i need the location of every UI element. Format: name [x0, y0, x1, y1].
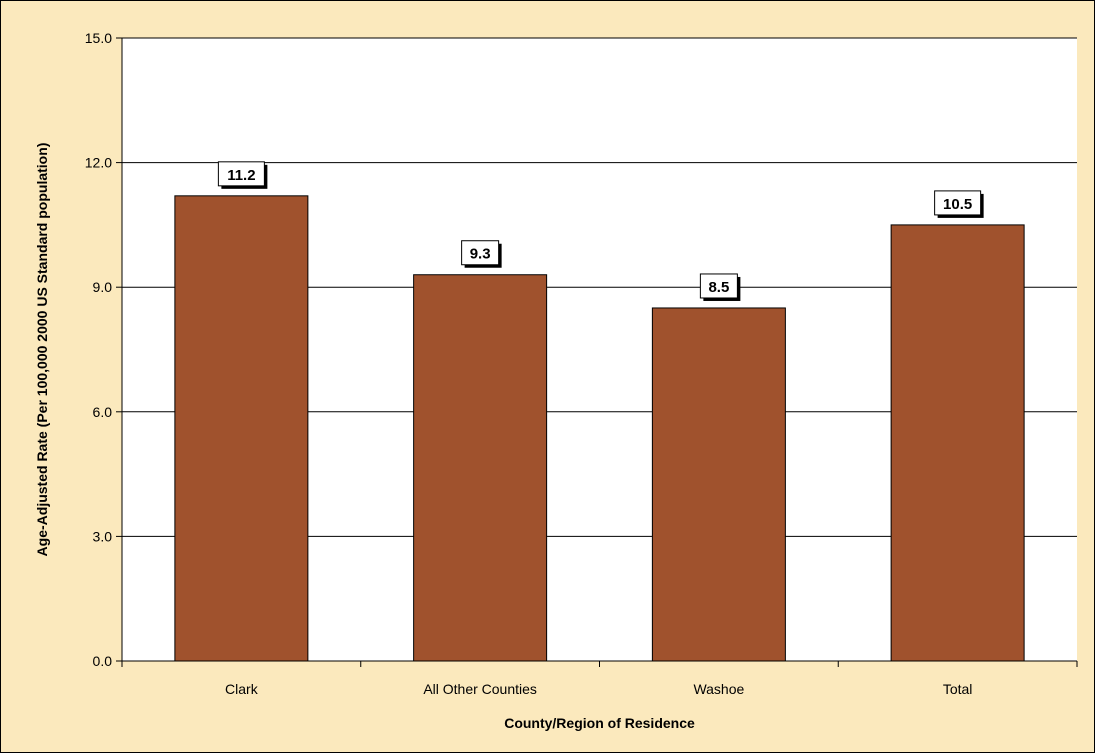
data-label: 11.2: [227, 167, 255, 184]
y-tick-label: 3.0: [93, 528, 113, 544]
data-label: 9.3: [470, 246, 491, 263]
data-label-box: [699, 273, 738, 299]
data-label: 8.5: [708, 279, 729, 296]
data-label-box: [217, 161, 265, 187]
y-tick-label: 15.0: [85, 30, 112, 46]
data-label: 10.5: [943, 196, 972, 213]
y-axis-title: Age-Adjusted Rate (Per 100,000 2000 US S…: [34, 143, 50, 557]
data-label-box: [934, 190, 982, 216]
x-tick-label: Washoe: [693, 681, 744, 697]
x-axis-title: County/Region of Residence: [504, 715, 695, 731]
data-label-box: [461, 240, 500, 266]
bar-all-other-counties: [413, 274, 548, 662]
bars: [174, 195, 1025, 662]
x-tick-label: Total: [943, 681, 973, 697]
y-tick-label: 0.0: [93, 653, 113, 669]
y-tick-label: 6.0: [93, 404, 113, 420]
x-tick-label: All Other Counties: [423, 681, 537, 697]
bar-washoe: [651, 307, 786, 662]
axes: 0.0 3.0 6.0 9.0 12.0 15.0 Clark All Other Count…: [85, 30, 1078, 697]
bar-clark: [174, 195, 309, 662]
data-labels: 11.2 9.3 8.5 10.5: [217, 161, 984, 301]
y-tick-label: 9.0: [93, 279, 113, 295]
x-tick-label: Clark: [225, 681, 259, 697]
y-tick-label: 12.0: [85, 155, 112, 171]
bar-total: [890, 224, 1025, 662]
